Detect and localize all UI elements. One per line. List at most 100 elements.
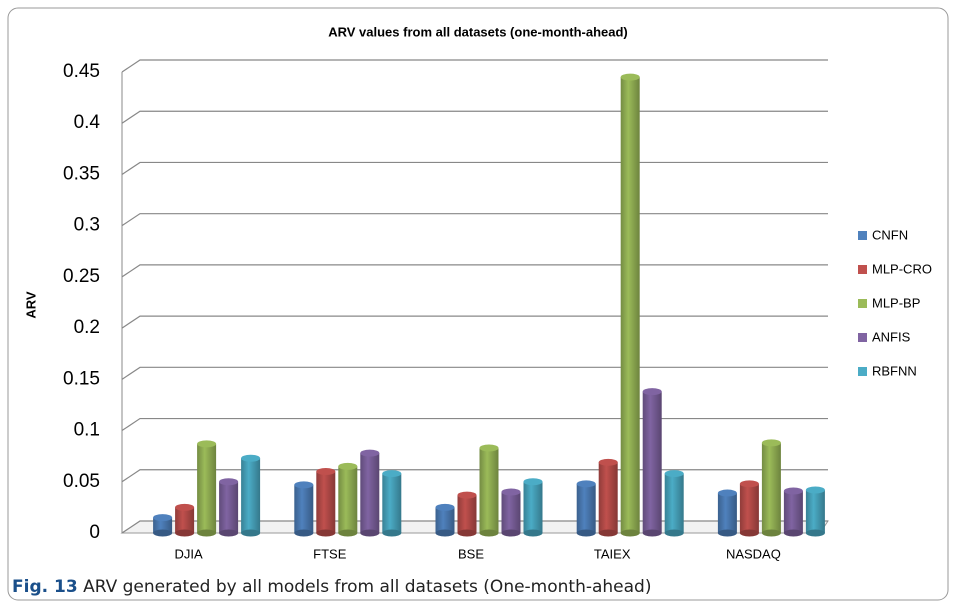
grid-line [121, 417, 828, 432]
y-tick-label: 0.4 [74, 112, 101, 133]
bar [153, 514, 173, 537]
bar-base [175, 529, 195, 537]
bar-body [175, 507, 195, 533]
bar-body [197, 443, 217, 533]
bar [338, 462, 358, 537]
bar-base [642, 529, 662, 537]
bar-top [479, 444, 499, 452]
grid-line [121, 161, 828, 175]
bar-body [620, 77, 640, 533]
bar [316, 468, 336, 537]
bar-body [382, 473, 402, 533]
bar-body [316, 471, 336, 533]
bar-top [576, 480, 596, 488]
bar-top [805, 486, 825, 494]
x-tick-label: DJIA [175, 546, 204, 561]
bar-body [153, 517, 173, 533]
legend-swatch [858, 265, 867, 274]
bar-body [739, 483, 759, 533]
bar-top [197, 440, 217, 448]
bar [576, 480, 596, 537]
bar-base [783, 529, 803, 537]
bar-top [153, 514, 173, 522]
bar-body [576, 483, 596, 533]
bar-body [479, 447, 499, 533]
bar-body [435, 507, 455, 533]
y-tick-label: 0.35 [63, 163, 100, 184]
bar-base [479, 529, 499, 537]
legend-swatch [858, 367, 867, 376]
bar-body [523, 481, 543, 533]
bar-top [338, 462, 358, 470]
bar [805, 486, 825, 537]
bar-base [360, 529, 380, 537]
bar [479, 444, 499, 537]
bar [598, 458, 618, 537]
bar-body [294, 484, 314, 533]
bar-body [501, 492, 521, 533]
grid-line [121, 366, 828, 380]
bar-body [664, 473, 684, 533]
bar [360, 449, 380, 537]
bar [620, 73, 640, 537]
bar [457, 491, 477, 537]
bar-base [294, 529, 314, 537]
grid-line [121, 520, 828, 534]
bar-base [761, 529, 781, 537]
bar-base [153, 529, 173, 537]
bar-body [761, 442, 781, 533]
bar-top [523, 478, 543, 486]
bar-base [435, 529, 455, 537]
grid-line [121, 315, 828, 329]
bar-top [241, 454, 261, 462]
y-tick-label: 0.1 [74, 420, 100, 441]
bar-base [576, 529, 596, 537]
bar-base [197, 529, 217, 537]
bar-base [620, 529, 640, 537]
bar-base [457, 529, 477, 537]
legend-swatch [858, 333, 867, 342]
bar [294, 481, 314, 537]
bar-base [717, 529, 737, 537]
y-axis-label: ARV [23, 291, 38, 319]
bar-body [717, 493, 737, 533]
bar-top [501, 488, 521, 496]
bar-base [598, 529, 618, 537]
legend-label: CNFN [872, 227, 908, 242]
bar-top [175, 503, 195, 511]
caption-text: ARV generated by all models from all dat… [83, 577, 652, 597]
bar-top [219, 478, 239, 486]
bar-body [241, 458, 261, 533]
bar-body [642, 391, 662, 533]
bar-top [457, 491, 477, 499]
bar-top [360, 449, 380, 457]
legend-label: ANFIS [872, 329, 911, 344]
bar-top [717, 489, 737, 497]
bar-top [435, 503, 455, 511]
bar-top [664, 470, 684, 478]
bar [783, 487, 803, 537]
bar [197, 440, 217, 537]
bar [219, 478, 239, 537]
caption-label: Fig. 13 [12, 577, 78, 597]
bar-body [805, 489, 825, 533]
legend-label: RBFNN [872, 363, 917, 378]
chart-frame [7, 7, 949, 601]
bar-top [739, 480, 759, 488]
bar [241, 454, 261, 537]
bar-body [338, 466, 358, 533]
bar-base [805, 529, 825, 537]
bar [739, 480, 759, 537]
bar-top [642, 388, 662, 396]
bar-base [219, 529, 239, 537]
x-tick-label: NASDAQ [726, 546, 781, 561]
x-tick-label: BSE [458, 546, 484, 561]
bar [664, 470, 684, 537]
bar-base [338, 529, 358, 537]
bar-top [316, 468, 336, 476]
bar-top [761, 439, 781, 447]
bar-top [620, 73, 640, 81]
bar [435, 503, 455, 537]
bar-body [598, 462, 618, 533]
